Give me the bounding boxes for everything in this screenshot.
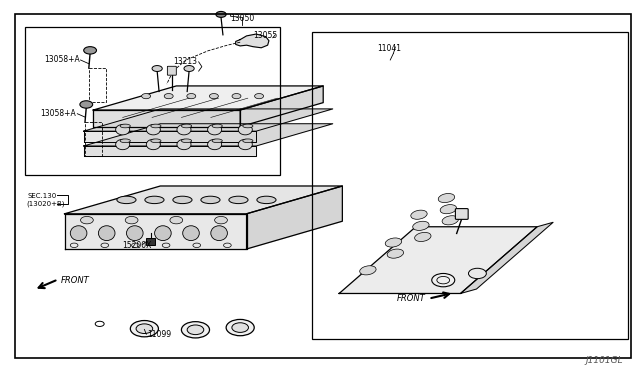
- FancyBboxPatch shape: [456, 209, 468, 219]
- Circle shape: [187, 325, 204, 335]
- Ellipse shape: [155, 226, 172, 241]
- Ellipse shape: [440, 205, 456, 214]
- Circle shape: [209, 93, 218, 99]
- Polygon shape: [65, 186, 342, 214]
- Circle shape: [136, 324, 153, 334]
- Bar: [147, 238, 156, 245]
- Circle shape: [226, 320, 254, 336]
- Text: (13020+B): (13020+B): [26, 201, 65, 207]
- Ellipse shape: [360, 266, 376, 275]
- Ellipse shape: [385, 238, 402, 247]
- Text: FRONT: FRONT: [397, 294, 426, 303]
- Polygon shape: [246, 186, 342, 249]
- Circle shape: [80, 101, 93, 108]
- Circle shape: [214, 217, 227, 224]
- Ellipse shape: [181, 124, 191, 128]
- Polygon shape: [65, 214, 246, 249]
- Ellipse shape: [201, 196, 220, 203]
- Ellipse shape: [207, 125, 221, 135]
- Text: 13058+A: 13058+A: [40, 109, 76, 118]
- Circle shape: [81, 217, 93, 224]
- Text: 11041: 11041: [378, 44, 401, 53]
- Circle shape: [187, 93, 196, 99]
- Circle shape: [141, 93, 150, 99]
- FancyBboxPatch shape: [168, 66, 176, 75]
- Text: 13213: 13213: [173, 57, 197, 66]
- Polygon shape: [236, 34, 269, 48]
- Ellipse shape: [127, 226, 143, 241]
- Ellipse shape: [212, 139, 222, 142]
- Circle shape: [164, 93, 173, 99]
- Polygon shape: [240, 86, 323, 127]
- Circle shape: [255, 93, 264, 99]
- Ellipse shape: [207, 139, 221, 150]
- Polygon shape: [84, 109, 333, 131]
- Ellipse shape: [442, 216, 458, 225]
- Polygon shape: [339, 227, 537, 294]
- Ellipse shape: [120, 139, 131, 142]
- Ellipse shape: [181, 139, 191, 142]
- Ellipse shape: [177, 139, 191, 150]
- Circle shape: [181, 322, 209, 338]
- Ellipse shape: [438, 193, 454, 203]
- Ellipse shape: [99, 226, 115, 241]
- Ellipse shape: [177, 125, 191, 135]
- Ellipse shape: [116, 125, 130, 135]
- Ellipse shape: [147, 125, 161, 135]
- Polygon shape: [84, 131, 256, 141]
- Ellipse shape: [117, 196, 136, 203]
- Circle shape: [184, 65, 194, 71]
- Polygon shape: [461, 222, 553, 294]
- Polygon shape: [93, 110, 240, 127]
- Ellipse shape: [413, 221, 429, 230]
- Ellipse shape: [238, 125, 252, 135]
- Circle shape: [170, 217, 182, 224]
- Ellipse shape: [151, 139, 161, 142]
- Circle shape: [131, 321, 159, 337]
- Circle shape: [468, 268, 486, 279]
- Polygon shape: [84, 146, 256, 156]
- Bar: [25, 27, 280, 175]
- Ellipse shape: [116, 139, 130, 150]
- Text: FRONT: FRONT: [61, 276, 90, 285]
- Text: 13050: 13050: [230, 14, 255, 23]
- Ellipse shape: [411, 210, 427, 219]
- Ellipse shape: [387, 249, 404, 258]
- Circle shape: [125, 217, 138, 224]
- Ellipse shape: [147, 139, 161, 150]
- Circle shape: [232, 93, 241, 99]
- Text: SEC.130: SEC.130: [28, 193, 57, 199]
- Polygon shape: [93, 86, 323, 110]
- Ellipse shape: [415, 232, 431, 241]
- Text: 15200X: 15200X: [122, 241, 152, 250]
- Text: 11099: 11099: [148, 330, 172, 340]
- Ellipse shape: [173, 196, 192, 203]
- Text: 13055: 13055: [253, 31, 277, 41]
- Ellipse shape: [182, 226, 199, 241]
- Ellipse shape: [229, 196, 248, 203]
- Circle shape: [216, 12, 226, 17]
- Ellipse shape: [243, 124, 253, 128]
- Ellipse shape: [243, 139, 253, 142]
- Ellipse shape: [211, 226, 227, 241]
- Bar: [312, 32, 628, 339]
- Ellipse shape: [145, 196, 164, 203]
- Ellipse shape: [212, 124, 222, 128]
- Circle shape: [84, 46, 97, 54]
- Ellipse shape: [238, 139, 252, 150]
- Ellipse shape: [151, 124, 161, 128]
- Ellipse shape: [257, 196, 276, 203]
- Ellipse shape: [70, 226, 87, 241]
- Polygon shape: [84, 124, 333, 146]
- Text: J1101GL: J1101GL: [586, 356, 623, 365]
- Circle shape: [432, 273, 455, 287]
- Circle shape: [152, 65, 163, 71]
- Text: 13058+A: 13058+A: [44, 55, 80, 64]
- Ellipse shape: [120, 124, 131, 128]
- Circle shape: [232, 323, 248, 333]
